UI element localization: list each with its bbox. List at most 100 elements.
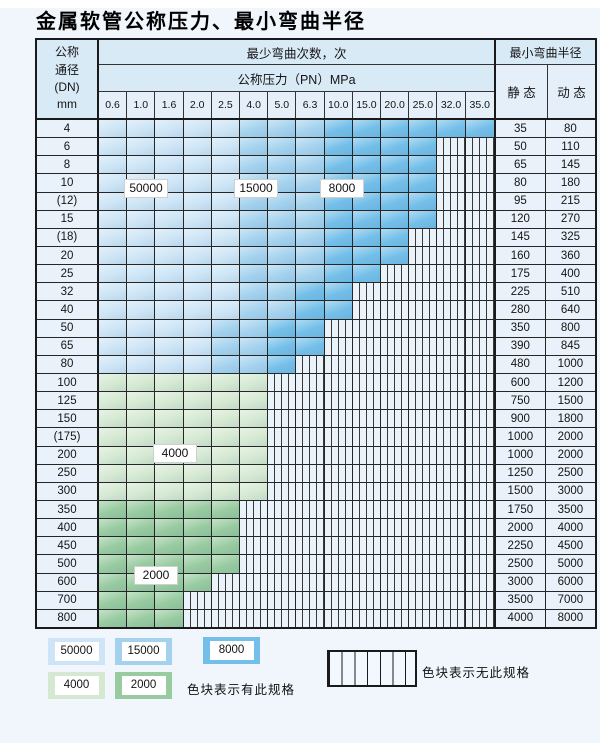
spec-cell-2000 xyxy=(99,537,128,555)
spec-cell-4000 xyxy=(127,464,156,482)
no-spec-cell xyxy=(437,174,466,192)
no-spec-cell xyxy=(465,138,494,156)
spec-cell-2000 xyxy=(183,537,212,555)
no-spec-cell xyxy=(268,555,297,573)
spec-cell-15000 xyxy=(240,246,269,265)
dn-cell: 800 xyxy=(37,609,99,627)
spec-cell-50000 xyxy=(127,156,156,174)
no-spec-cell xyxy=(352,337,382,355)
dn-cell: 6 xyxy=(37,138,99,156)
spec-cell-2000 xyxy=(155,519,184,537)
spec-cell-4000 xyxy=(155,373,184,392)
spec-cell-2000 xyxy=(99,500,128,519)
static-radius-cell: 80 xyxy=(493,174,546,192)
spec-cell-50000 xyxy=(183,138,212,156)
spec-cell-8000 xyxy=(409,156,438,174)
spec-cell-50000 xyxy=(99,192,128,210)
dynamic-radius-cell: 1000 xyxy=(545,355,595,373)
no-spec-cell xyxy=(465,573,494,591)
spec-cell-50000 xyxy=(127,265,156,283)
spec-cell-8000 xyxy=(381,192,410,210)
no-spec-cell xyxy=(268,591,297,609)
dynamic-radius-cell: 2500 xyxy=(545,464,595,482)
no-spec-cell xyxy=(465,246,494,265)
no-spec-cell xyxy=(437,265,466,283)
spec-cell-4000 xyxy=(183,428,212,446)
spec-cell-50000 xyxy=(127,192,156,210)
spec-cell-4000 xyxy=(183,446,212,464)
spec-cell-8000 xyxy=(381,138,410,156)
no-spec-cell xyxy=(352,392,382,410)
spec-cell-8000 xyxy=(381,120,410,138)
no-spec-cell xyxy=(381,609,410,627)
spec-cell-50000 xyxy=(211,174,241,192)
table-row: 700 3500 7000 xyxy=(37,591,595,610)
dn-cell: 100 xyxy=(37,373,99,392)
header-pressure-values: 0.6 1.0 1.6 2.0 2.5 4.0 5.0 6.3 10.0 15.0 20.0 25.0… xyxy=(99,92,494,118)
spec-cell-4000 xyxy=(99,446,128,464)
spec-cell-2000 xyxy=(211,519,241,537)
spec-cell-8000 xyxy=(437,120,466,138)
table-row: 10 80 180 xyxy=(37,174,595,193)
spec-cell-50000 xyxy=(183,192,212,210)
spec-cell-15000 xyxy=(240,156,269,174)
legend-swatch-label: 15000 xyxy=(121,642,166,661)
no-spec-cell xyxy=(324,591,353,609)
pressure-col-header: 5.0 xyxy=(268,92,297,118)
spec-cell-2000 xyxy=(99,573,128,591)
no-spec-cell xyxy=(465,283,494,301)
spec-cell-8000 xyxy=(352,192,382,210)
no-spec-cell xyxy=(465,591,494,609)
table-row: 100 600 1200 xyxy=(37,373,595,393)
dynamic-radius-cell: 845 xyxy=(545,337,595,355)
no-spec-cell xyxy=(381,464,410,482)
spec-cell-4000 xyxy=(211,410,241,428)
dn-cell: 10 xyxy=(37,174,99,192)
no-spec-cell xyxy=(409,555,438,573)
spec-cell-2000 xyxy=(211,537,241,555)
no-spec-cell xyxy=(437,210,466,228)
no-spec-cell xyxy=(352,464,382,482)
static-radius-cell: 35 xyxy=(493,120,546,138)
no-spec-cell xyxy=(437,482,466,500)
no-spec-cell xyxy=(437,192,466,210)
no-spec-cell xyxy=(437,519,466,537)
table-row: 8 65 145 xyxy=(37,156,595,175)
no-spec-cell xyxy=(437,319,466,337)
no-spec-cell xyxy=(437,609,466,627)
no-spec-cell xyxy=(381,410,410,428)
spec-cell-2000 xyxy=(127,591,156,609)
legend-swatch-2000: 2000 xyxy=(115,672,172,699)
spec-cell-50000 xyxy=(99,138,128,156)
header-dn-line: (DN) xyxy=(54,80,80,94)
dynamic-radius-cell: 2000 xyxy=(545,428,595,446)
no-spec-cell xyxy=(268,519,297,537)
spec-cell-50000 xyxy=(155,192,184,210)
table-row: 250 1250 2500 xyxy=(37,464,595,483)
no-spec-cell xyxy=(409,573,438,591)
no-spec-cell xyxy=(240,555,269,573)
no-spec-cell xyxy=(381,591,410,609)
no-spec-cell xyxy=(437,591,466,609)
spec-cell-50000 xyxy=(127,301,156,319)
legend-swatch-label: 2000 xyxy=(121,676,166,695)
spec-cell-50000 xyxy=(99,174,128,192)
spec-cell-15000 xyxy=(268,246,297,265)
spec-cell-50000 xyxy=(183,210,212,228)
static-radius-cell: 750 xyxy=(493,392,546,410)
header-middle: 最少弯曲次数，次 公称压力（PN）MPa 0.6 1.0 1.6 2.0 2.5 4.0 5… xyxy=(99,40,494,118)
spec-cell-50000 xyxy=(155,120,184,138)
pressure-col-header: 25.0 xyxy=(409,92,438,118)
no-spec-cell xyxy=(268,482,297,500)
table-row: 600 3000 6000 xyxy=(37,573,595,592)
no-spec-cell xyxy=(240,519,269,537)
no-spec-cell xyxy=(352,555,382,573)
spec-cell-2000 xyxy=(127,519,156,537)
spec-cell-50000 xyxy=(155,283,184,301)
spec-cell-15000 xyxy=(211,337,241,355)
spec-cell-4000 xyxy=(155,428,184,446)
spec-cell-15000 xyxy=(268,265,297,283)
no-spec-cell xyxy=(240,609,269,627)
spec-cell-8000 xyxy=(296,301,325,319)
